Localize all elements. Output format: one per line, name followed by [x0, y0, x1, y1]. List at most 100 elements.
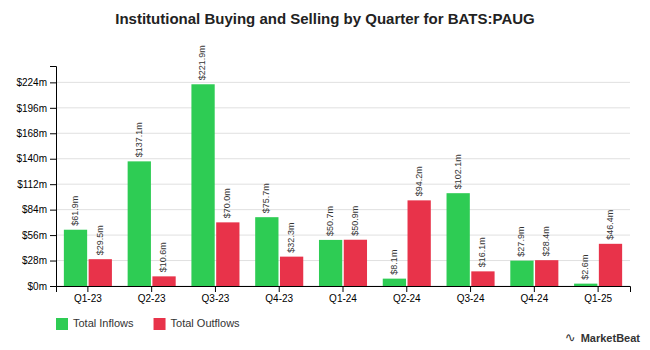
grid-line [56, 107, 630, 108]
bar [191, 84, 214, 286]
x-tick: Q3-23 [202, 286, 230, 304]
data-label: $46.4m [605, 210, 615, 240]
data-labels: $61.9m$137.1m$221.9m$75.7m$50.7m$8.1m$10… [70, 45, 615, 279]
tick-mark [50, 108, 56, 109]
bar [216, 222, 239, 286]
y-tick: $168m [16, 128, 56, 139]
tick-mark [50, 184, 56, 185]
y-tick: $84m [22, 204, 56, 215]
x-tick: Q4-24 [520, 286, 548, 304]
bar [574, 284, 597, 286]
legend-swatch [56, 318, 68, 330]
annotation: ∿ [565, 330, 576, 345]
tick-mark [279, 286, 280, 292]
tick-mark [50, 261, 56, 262]
data-label: $27.9m [516, 227, 526, 257]
x-tick: Q4-23 [265, 286, 293, 304]
legend: Total Inflows Total Outflows [56, 317, 240, 330]
tick-mark [151, 286, 152, 292]
legend-label: Total Outflows [171, 317, 241, 329]
annotation: MarketBeat [581, 332, 641, 344]
tick-label: Q4-23 [265, 293, 293, 304]
y-tick: $140m [16, 153, 56, 164]
tick-mark [470, 286, 471, 292]
tick-mark [50, 210, 56, 211]
tick-label: Q3-24 [457, 293, 485, 304]
tick-label: $196m [16, 103, 47, 114]
data-label: $2.6m [580, 255, 590, 280]
axis-line [50, 67, 57, 287]
tick-label: Q3-23 [202, 293, 230, 304]
tick-mark [50, 286, 56, 287]
bar [510, 261, 533, 286]
legend-swatch [154, 318, 166, 330]
legend-label: Total Inflows [73, 317, 134, 329]
data-label: $50.7m [325, 206, 335, 236]
data-label: $137.1m [134, 122, 144, 157]
bar [319, 240, 342, 286]
title: Institutional Buying and Selling by Quar… [115, 10, 534, 27]
tick-mark [534, 286, 535, 292]
tick-label: Q1-24 [329, 293, 357, 304]
data-label: $50.9m [350, 206, 360, 236]
data-label: $75.7m [261, 183, 271, 213]
bar [408, 200, 431, 286]
tick-label: $140m [16, 153, 47, 164]
y-tick: $224m [16, 77, 56, 88]
bar [152, 276, 175, 286]
tick-label: $224m [16, 77, 47, 88]
tick-label: Q1-25 [584, 293, 612, 304]
tick-label: $56m [22, 230, 47, 241]
data-label: $221.9m [197, 45, 207, 80]
y-tick: $56m [22, 230, 56, 241]
tick-mark [343, 286, 344, 292]
tick-mark [406, 286, 407, 292]
legend-item: Total Inflows [56, 317, 134, 330]
tick-mark [50, 235, 56, 236]
y-tick: $28m [22, 255, 56, 266]
tick-mark [50, 133, 56, 134]
chart: Institutional Buying and Selling by Quar… [0, 0, 650, 350]
bar [344, 240, 367, 286]
grid-line [56, 158, 630, 159]
y-axis: $0m$28m$56m$84m$112m$140m$168m$196m$224m [16, 67, 56, 292]
data-label: $70.0m [222, 188, 232, 218]
tick-label: Q1-23 [74, 293, 102, 304]
axis-line [57, 287, 631, 293]
bar [471, 271, 494, 286]
tick-label: $84m [22, 204, 47, 215]
grid [56, 82, 630, 286]
bar-series [64, 84, 598, 286]
tick-mark [598, 286, 599, 292]
x-axis: Q1-23 Q2-23 Q3-23 Q4-23 Q1-24 Q2-24 Q3-24 Q4-24… [57, 286, 631, 304]
legend-item: Total Outflows [154, 317, 241, 330]
bar [255, 217, 278, 286]
bar-series [89, 200, 623, 286]
x-tick: Q1-23 [74, 286, 102, 304]
tick-label: $28m [22, 255, 47, 266]
x-tick: Q2-23 [138, 286, 166, 304]
data-label: $94.2m [414, 166, 424, 196]
data-label: $16.1m [477, 237, 487, 267]
tick-label: $168m [16, 128, 47, 139]
x-tick: Q1-24 [329, 286, 357, 304]
x-tick: Q1-25 [584, 286, 612, 304]
tick-label: Q2-24 [393, 293, 421, 304]
tick-mark [50, 82, 56, 83]
tick-label: Q4-24 [520, 293, 548, 304]
tick-mark [87, 286, 88, 292]
x-tick: Q3-24 [457, 286, 485, 304]
tick-label: $112m [17, 179, 47, 190]
bar [280, 257, 303, 286]
x-tick: Q2-24 [393, 286, 421, 304]
bar [599, 244, 622, 286]
y-tick: $196m [16, 103, 56, 114]
data-label: $32.3m [286, 223, 296, 253]
bar [535, 260, 558, 286]
tick-mark [50, 159, 56, 160]
data-label: $10.6m [158, 242, 168, 272]
bar [128, 161, 151, 286]
annotations: MarketBeat ∿ [565, 330, 641, 345]
data-label: $28.4m [541, 226, 551, 256]
bar [64, 230, 87, 286]
